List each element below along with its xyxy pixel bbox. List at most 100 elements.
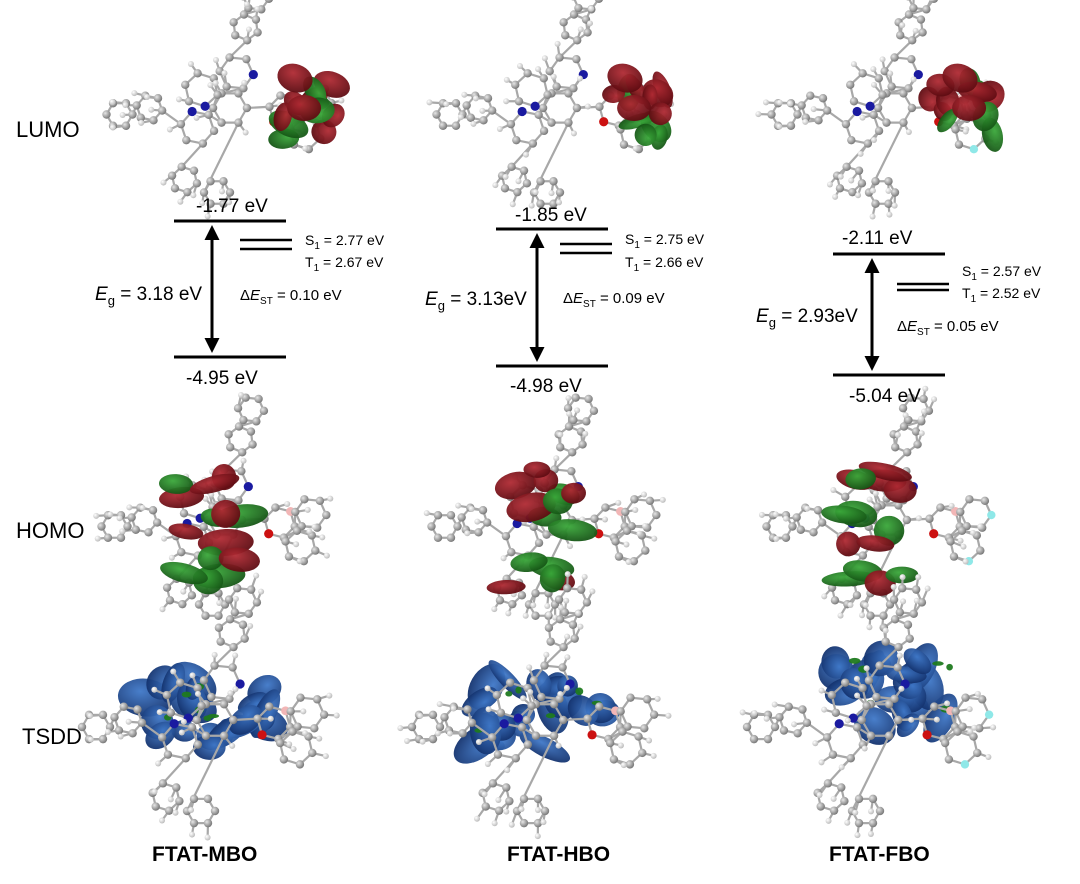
atom [128, 110, 137, 119]
atom [962, 558, 969, 565]
atom [825, 817, 832, 824]
atom [545, 67, 554, 76]
atom [125, 718, 132, 725]
atom [830, 795, 837, 802]
isosurface-lobe [181, 691, 192, 698]
atom [259, 406, 269, 415]
atom [918, 430, 925, 437]
atom [180, 718, 187, 725]
atom [540, 661, 549, 670]
atom [871, 81, 878, 88]
atom [900, 598, 907, 605]
atom [976, 546, 985, 555]
atom [818, 94, 828, 103]
atom [144, 94, 151, 101]
atom [564, 633, 571, 640]
atom [148, 106, 155, 113]
atom [478, 506, 488, 515]
atom [918, 28, 927, 37]
atom [844, 717, 851, 724]
atom [194, 600, 204, 609]
atom [258, 588, 265, 595]
atom [485, 706, 492, 713]
atom [211, 651, 218, 658]
atom [94, 535, 101, 542]
lumo-energy-label: -2.11 eV [842, 228, 913, 249]
atom [638, 748, 647, 758]
atom [470, 120, 477, 127]
atom [913, 440, 922, 449]
isosurface-lobe [197, 546, 224, 571]
atom [128, 729, 137, 738]
atom [443, 101, 450, 108]
atom [219, 199, 228, 208]
homo-orbital-image-mbo [93, 392, 334, 620]
atom [854, 166, 864, 175]
atom [827, 690, 837, 700]
atom [546, 637, 555, 646]
atom [522, 715, 531, 725]
atom [244, 609, 253, 618]
atom [970, 529, 977, 536]
atom [202, 495, 209, 502]
atom [605, 738, 615, 748]
tsdd-row-label: TSDD [22, 724, 82, 749]
isosurface-lobe [821, 646, 850, 679]
atom [961, 693, 970, 702]
atom [834, 719, 844, 729]
atom [884, 731, 894, 740]
atom [583, 28, 592, 37]
atom [210, 806, 220, 816]
atom [609, 755, 619, 764]
atom [890, 188, 900, 197]
atom [291, 507, 300, 517]
bond [162, 757, 187, 785]
isosurface-lobe [494, 471, 537, 500]
atom [233, 584, 242, 593]
atom [503, 808, 510, 815]
atom [230, 608, 240, 617]
atom [193, 740, 203, 749]
atom [428, 710, 438, 720]
atom [890, 583, 897, 590]
atom [575, 610, 582, 617]
s1-energy-label: S1 = 2.57 eV [962, 263, 1042, 283]
atom [878, 90, 887, 99]
atom [201, 611, 210, 620]
atom [862, 602, 869, 609]
atom [198, 139, 208, 148]
atom [475, 739, 482, 746]
atom [479, 116, 488, 125]
atom [791, 721, 798, 728]
atom [503, 98, 510, 105]
atom [506, 119, 516, 129]
atom [642, 522, 649, 529]
atom [508, 599, 517, 609]
atom [199, 522, 208, 532]
bond [543, 646, 565, 667]
atom [499, 719, 509, 729]
isosurface-lobe [193, 734, 226, 760]
atom [887, 70, 894, 77]
atom [957, 526, 967, 535]
homo-energy-label: -5.04 eV [849, 386, 921, 407]
atom [654, 695, 661, 702]
atom [119, 528, 126, 535]
atom [265, 102, 274, 111]
atom [873, 502, 882, 511]
atom [206, 177, 215, 186]
atom [446, 533, 456, 542]
atom [984, 710, 994, 719]
isosurface-lobe [942, 63, 978, 93]
atom [446, 730, 453, 737]
atom [457, 513, 466, 522]
atom [857, 179, 867, 188]
isosurface-lobe [858, 461, 912, 482]
atom [451, 121, 461, 130]
atom [890, 694, 899, 703]
atom [167, 796, 174, 803]
atom [573, 36, 582, 45]
atom [219, 700, 229, 709]
isosurface-lobe [648, 102, 672, 126]
atom [568, 620, 578, 629]
